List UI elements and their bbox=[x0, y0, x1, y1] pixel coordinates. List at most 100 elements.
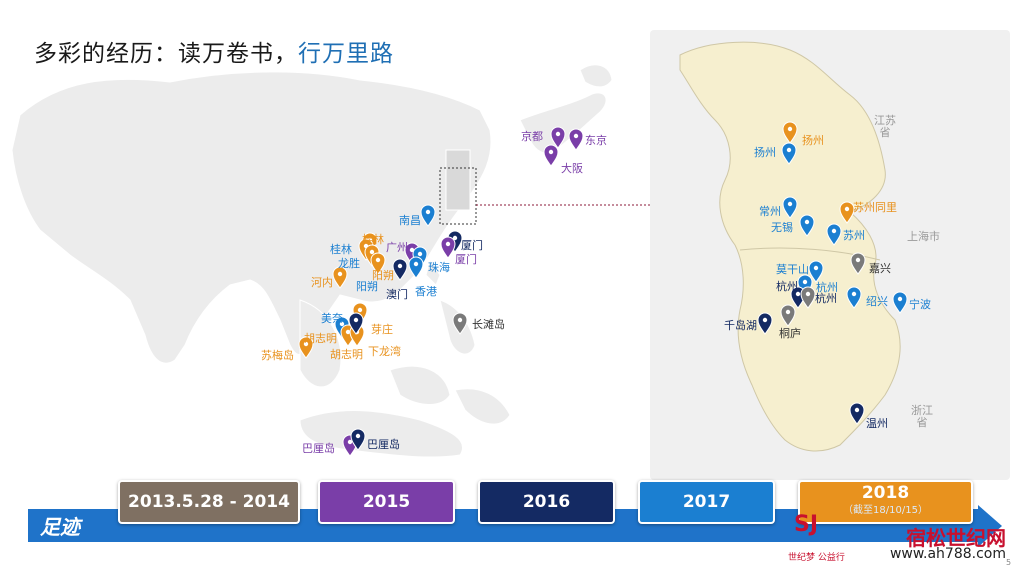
year-2018[interactable]: 2018 （截至18/10/15） bbox=[798, 480, 973, 524]
pin-wenzhou-dot bbox=[854, 407, 860, 413]
pin-qiandaohu-icon[interactable] bbox=[757, 312, 773, 335]
timeline-label: 足迹 bbox=[40, 515, 80, 539]
pins-layer bbox=[298, 121, 908, 457]
label-moganshan: 莫干山 bbox=[776, 263, 809, 276]
pin-wenzhou-icon[interactable] bbox=[849, 402, 865, 425]
label-sumei: 苏梅岛 bbox=[261, 349, 294, 362]
label-hangzhou-navy-2: 杭州 bbox=[815, 292, 837, 305]
pin-ningbo-dot bbox=[897, 296, 903, 302]
watermark-site-cn: 宿松世纪网 bbox=[906, 526, 1006, 550]
label-jiaxing: 嘉兴 bbox=[869, 262, 891, 275]
label-jiangsu: 江苏省 bbox=[874, 114, 896, 139]
label-wuxi: 无锡 bbox=[771, 221, 793, 234]
label-wenzhou: 温州 bbox=[866, 417, 888, 430]
pin-jiaxing-dot bbox=[855, 257, 861, 263]
label-hcm-2: 胡志明 bbox=[330, 348, 363, 361]
jiangsu-zhejiang-map bbox=[650, 30, 1010, 480]
pin-qiandaohu-dot bbox=[762, 317, 768, 323]
pin-hongkong-dot bbox=[413, 261, 419, 267]
year-2013-2014[interactable]: 2013.5.28 - 2014 bbox=[118, 480, 300, 524]
pin-sumei-dot bbox=[303, 341, 309, 347]
label-zhuhai: 珠海 bbox=[428, 261, 450, 274]
pin-changtan-icon[interactable] bbox=[452, 312, 468, 335]
year-2017[interactable]: 2017 bbox=[638, 480, 775, 524]
year-2015[interactable]: 2015 bbox=[318, 480, 455, 524]
pin-xiamen-p-dot bbox=[445, 241, 451, 247]
pin-nhatrang-dot bbox=[357, 307, 363, 313]
label-changtan: 长滩岛 bbox=[472, 318, 505, 331]
pin-jiaxing-icon[interactable] bbox=[850, 252, 866, 275]
pin-kyoto-dot bbox=[555, 131, 561, 137]
label-hangzhou-blue: 杭州 bbox=[816, 281, 838, 294]
pin-longsheng-dot bbox=[369, 249, 375, 255]
year-2016[interactable]: 2016 bbox=[478, 480, 615, 524]
pin-yangshuo-o-icon[interactable] bbox=[370, 252, 386, 275]
page-title: 多彩的经历：读万卷书，行万里路 bbox=[34, 34, 394, 68]
label-xiamen-navy: 厦门 bbox=[461, 239, 483, 252]
pin-hangzhou-n2-dot bbox=[805, 291, 811, 297]
pin-hcm-3-dot bbox=[353, 317, 359, 323]
pin-moganshan-dot bbox=[813, 265, 819, 271]
pin-sumei-icon[interactable] bbox=[298, 336, 314, 359]
pin-yangzhou-b-icon[interactable] bbox=[781, 142, 797, 165]
watermark-tag: 世纪梦 公益行 bbox=[788, 553, 845, 563]
label-meinai: 美奈 bbox=[321, 312, 343, 325]
pin-tonglu-dot bbox=[785, 309, 791, 315]
pin-kyoto-icon[interactable] bbox=[550, 126, 566, 149]
pin-shaoxing-icon[interactable] bbox=[846, 286, 862, 309]
label-changzhou: 常州 bbox=[759, 205, 781, 218]
label-longsheng: 龙胜 bbox=[338, 257, 360, 270]
pin-hangzhou-n2-icon[interactable] bbox=[800, 286, 816, 309]
label-zhejiang: 浙江省 bbox=[911, 404, 933, 429]
label-bali-purple: 巴厘岛 bbox=[302, 442, 335, 455]
label-hanoi: 河内 bbox=[311, 276, 333, 289]
pin-tokyo-dot bbox=[573, 133, 579, 139]
pin-bali-n-dot bbox=[355, 433, 361, 439]
label-kyoto: 京都 bbox=[521, 130, 543, 143]
year-2018-note: （截至18/10/15） bbox=[843, 505, 928, 516]
pin-wuxi-icon[interactable] bbox=[799, 214, 815, 237]
pin-tonglu-icon[interactable] bbox=[780, 304, 796, 327]
pin-zhuhai-dot bbox=[417, 251, 423, 257]
pin-changzhou-icon[interactable] bbox=[782, 196, 798, 219]
pin-yangzhou-o-icon[interactable] bbox=[782, 121, 798, 144]
pin-suzhou-b-dot bbox=[831, 228, 837, 234]
pin-macau-dot bbox=[397, 263, 403, 269]
page-number: 5 bbox=[1006, 558, 1012, 567]
label-shaoxing: 绍兴 bbox=[866, 295, 888, 308]
label-yangzhou-blue: 扬州 bbox=[754, 146, 776, 159]
pin-hongkong-icon[interactable] bbox=[408, 256, 424, 279]
title-accent: 行万里路 bbox=[298, 41, 394, 67]
label-yangzhou-orange: 扬州 bbox=[802, 134, 824, 147]
label-suzhou-tongli: 苏州同里 bbox=[853, 201, 897, 214]
zoom-box bbox=[439, 167, 477, 225]
pin-hangzhou-b-dot bbox=[795, 291, 801, 297]
pin-wuxi-dot bbox=[804, 219, 810, 225]
label-hongkong: 香港 bbox=[415, 285, 437, 298]
pin-suzhou-t-icon[interactable] bbox=[839, 201, 855, 224]
pin-hanoi-icon[interactable] bbox=[332, 266, 348, 289]
pin-moganshan-icon[interactable] bbox=[808, 260, 824, 283]
pin-suzhou-b-icon[interactable] bbox=[826, 223, 842, 246]
pin-yangzhou-b-dot bbox=[786, 147, 792, 153]
pin-bali-p-dot bbox=[347, 439, 353, 445]
pin-osaka-icon[interactable] bbox=[543, 144, 559, 167]
pin-osaka-dot bbox=[548, 149, 554, 155]
label-macau: 澳门 bbox=[386, 288, 408, 301]
pin-macau-icon[interactable] bbox=[392, 258, 408, 281]
pin-tokyo-icon[interactable] bbox=[568, 128, 584, 151]
pin-bali-n-icon[interactable] bbox=[350, 428, 366, 451]
label-qiandaohu: 千岛湖 bbox=[724, 319, 757, 332]
label-xialongwan: 下龙湾 bbox=[368, 345, 401, 358]
title-main: 多彩的经历：读万卷书， bbox=[34, 41, 298, 67]
watermark-url: www.ah788.com bbox=[889, 546, 1006, 562]
label-yangshuo-blue: 阳朔 bbox=[356, 280, 378, 293]
pin-hcm-3-icon[interactable] bbox=[348, 312, 364, 335]
pin-ningbo-icon[interactable] bbox=[892, 291, 908, 314]
pin-xiamen-n-dot bbox=[452, 235, 458, 241]
pin-nanchang-icon[interactable] bbox=[420, 204, 436, 227]
watermark-logo: SJ bbox=[794, 512, 819, 537]
pin-yangshuo-o-dot bbox=[375, 257, 381, 263]
pin-xiamen-p-icon[interactable] bbox=[440, 236, 456, 259]
